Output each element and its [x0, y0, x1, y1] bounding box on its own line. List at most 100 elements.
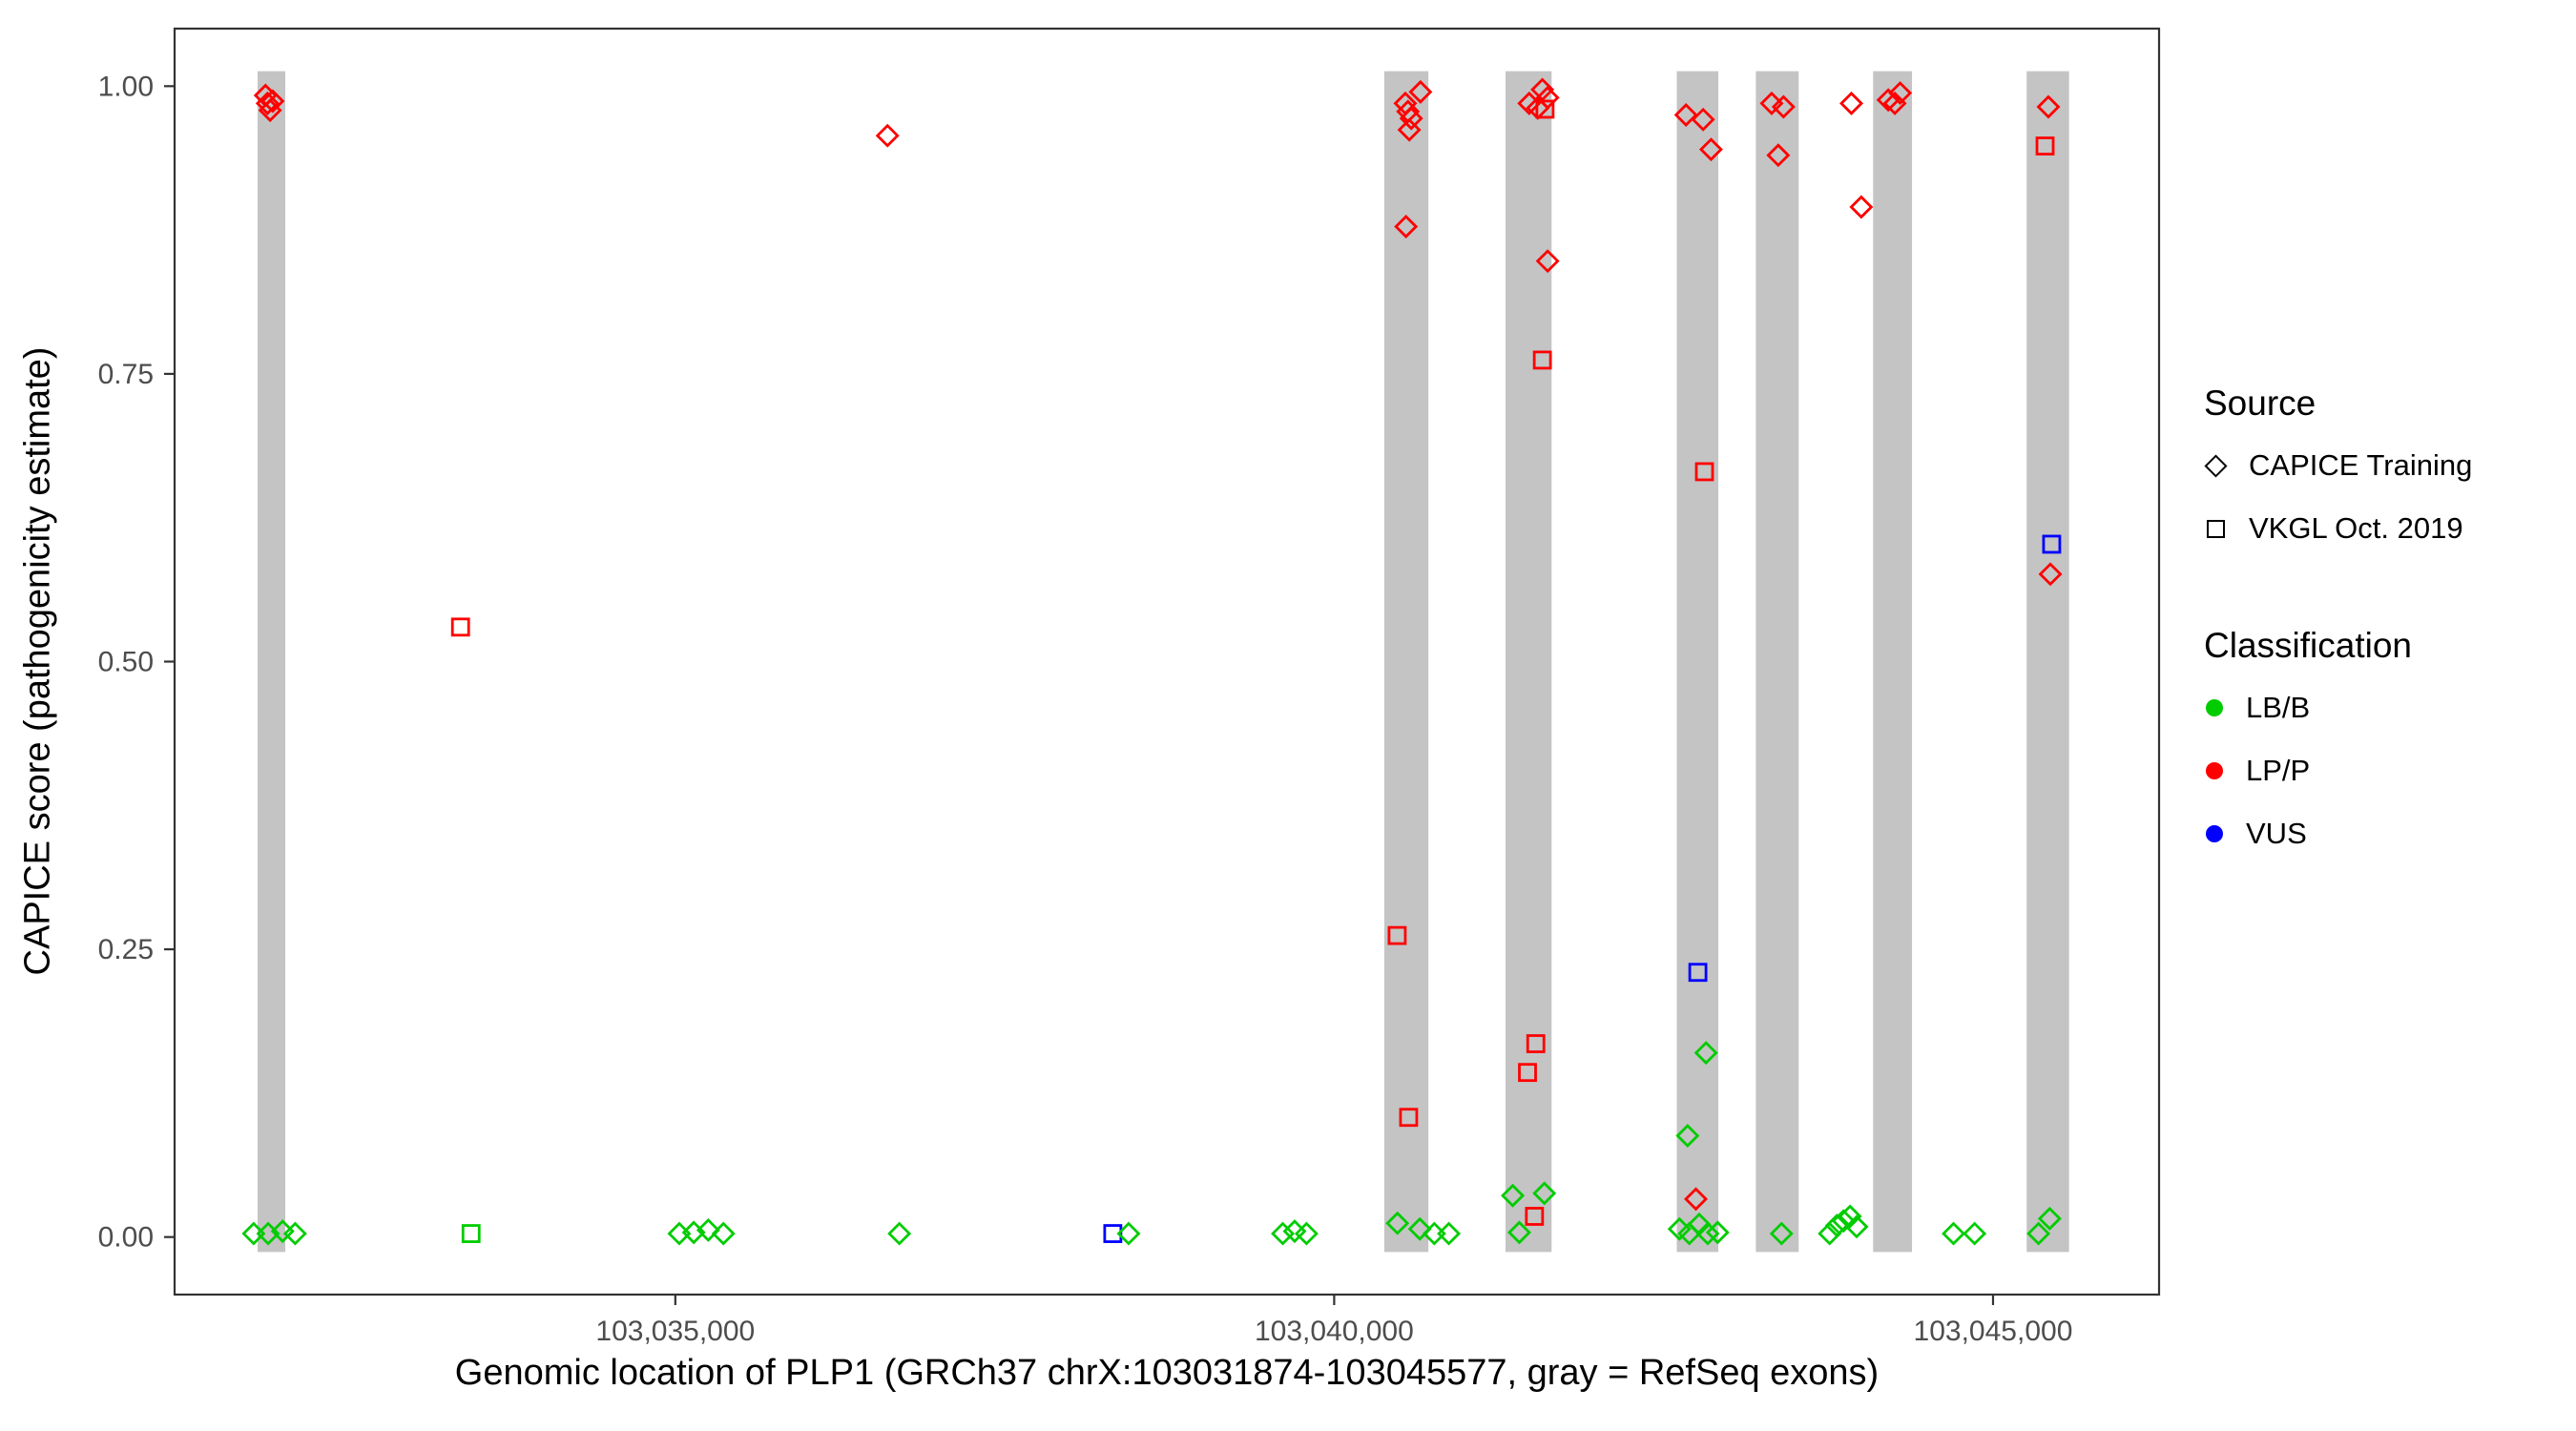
data-point-diamond: [1771, 94, 1796, 119]
data-point-diamond: [875, 123, 900, 148]
exon-band: [1383, 71, 1429, 1253]
legend-item-lbb: LB/B: [2204, 691, 2566, 725]
y-tick-label: 0.50: [98, 647, 154, 678]
data-point-square: [1688, 963, 1708, 983]
data-point-diamond: [1294, 1221, 1319, 1246]
data-point-diamond: [1116, 1221, 1141, 1246]
data-point-diamond: [1530, 77, 1555, 102]
exon-band: [1505, 71, 1552, 1253]
legend-group-source: Source CAPICE Training VKGL Oct. 2019: [2204, 384, 2566, 546]
exon-band: [2026, 71, 2069, 1253]
exon-band: [1873, 71, 1913, 1253]
data-point-diamond: [282, 1221, 307, 1246]
data-point-square: [461, 1224, 481, 1243]
data-point-diamond: [2037, 1206, 2062, 1231]
data-point-diamond: [696, 1217, 720, 1242]
data-point-square: [1532, 350, 1552, 370]
data-point-diamond: [1824, 1213, 1849, 1238]
data-point-diamond: [1705, 1220, 1730, 1245]
legend-item-label: LB/B: [2246, 691, 2311, 724]
data-point-diamond: [1506, 1220, 1531, 1245]
legend-item-label: CAPICE Training: [2249, 448, 2473, 482]
data-point-square: [1518, 1063, 1537, 1083]
data-point-square: [2042, 534, 2062, 554]
data-point-diamond: [1769, 1221, 1794, 1246]
data-point-square: [1399, 1108, 1419, 1128]
legend-item-capice-training: CAPICE Training: [2204, 448, 2566, 483]
data-point-diamond: [2036, 94, 2061, 119]
data-point-diamond: [1693, 1041, 1718, 1066]
legend-source-title: Source: [2204, 384, 2316, 423]
data-point-square: [2035, 136, 2055, 156]
x-tick-label: 103,040,000: [1255, 1316, 1414, 1347]
data-point-diamond: [1408, 79, 1433, 104]
red-dot-icon: [2206, 762, 2223, 779]
y-tick-label: 0.75: [98, 359, 154, 390]
y-tick-label: 1.00: [98, 71, 154, 102]
exon-band: [258, 71, 286, 1253]
data-point-diamond: [1759, 91, 1784, 115]
data-point-diamond: [1394, 215, 1419, 238]
data-point-diamond: [1532, 1181, 1557, 1206]
green-dot-icon: [2206, 699, 2223, 716]
data-point-square: [450, 617, 470, 637]
data-point-diamond: [1535, 85, 1560, 110]
data-point-diamond: [1963, 1221, 1987, 1246]
data-point-diamond: [1844, 1214, 1869, 1239]
data-point-diamond: [260, 89, 285, 114]
exon-band: [1755, 71, 1799, 1253]
data-point-diamond: [1675, 1124, 1700, 1149]
legend: Source CAPICE Training VKGL Oct. 2019 Cl…: [2204, 384, 2566, 880]
data-point-square: [1387, 925, 1407, 945]
y-tick-label: 0.25: [98, 934, 154, 965]
data-point-diamond: [1673, 102, 1698, 127]
y-axis-title: CAPICE score (pathogenicity estimate): [17, 346, 58, 976]
data-point-diamond: [1695, 1221, 1720, 1246]
legend-item-lpp: LP/P: [2204, 754, 2566, 788]
data-point-diamond: [1831, 1209, 1856, 1234]
legend-item-label: VUS: [2246, 817, 2307, 850]
square-swatch-icon: [2207, 519, 2225, 538]
legend-group-classification: Classification LB/B LP/P VUS: [2204, 626, 2566, 851]
legend-classification-title: Classification: [2204, 626, 2412, 665]
blue-dot-icon: [2206, 825, 2223, 842]
legend-item-label: VKGL Oct. 2019: [2249, 511, 2463, 545]
x-tick-label: 103,045,000: [1914, 1316, 2073, 1347]
data-point-square: [1526, 1034, 1546, 1053]
data-point-diamond: [1942, 1221, 1966, 1246]
data-point-diamond: [711, 1221, 736, 1246]
data-point-square: [1103, 1224, 1123, 1243]
data-point-diamond: [1501, 1183, 1526, 1208]
data-point-diamond: [1838, 1204, 1862, 1229]
diamond-swatch-icon: [2204, 453, 2228, 478]
data-point-square: [1525, 1207, 1545, 1226]
data-point-diamond: [1849, 195, 1874, 219]
data-point-square: [1694, 462, 1714, 482]
exon-band: [1676, 71, 1719, 1253]
x-tick-label: 103,035,000: [595, 1316, 755, 1347]
data-point-diamond: [1407, 1216, 1432, 1241]
data-point-diamond: [1698, 137, 1723, 162]
legend-item-vkgl: VKGL Oct. 2019: [2204, 511, 2566, 546]
data-point-diamond: [1818, 1221, 1842, 1246]
data-point-diamond: [1535, 249, 1560, 274]
x-axis-title: Genomic location of PLP1 (GRCh37 chrX:10…: [454, 1353, 1880, 1393]
data-point-diamond: [1399, 106, 1423, 131]
data-point-diamond: [1888, 81, 1913, 106]
legend-item-label: LP/P: [2246, 754, 2311, 787]
data-point-diamond: [2038, 562, 2063, 587]
data-point-diamond: [1437, 1221, 1462, 1246]
data-point-diamond: [1839, 91, 1863, 115]
legend-item-vus: VUS: [2204, 817, 2566, 851]
data-point-diamond: [1691, 107, 1715, 132]
data-point-diamond: [2026, 1221, 2051, 1246]
data-point-diamond: [887, 1221, 912, 1246]
data-point-diamond: [255, 91, 280, 115]
data-point-diamond: [1271, 1221, 1296, 1246]
y-tick-label: 0.00: [98, 1222, 154, 1254]
data-point-diamond: [1684, 1187, 1709, 1212]
data-point-diamond: [1766, 143, 1791, 168]
data-point-square: [1535, 99, 1555, 119]
